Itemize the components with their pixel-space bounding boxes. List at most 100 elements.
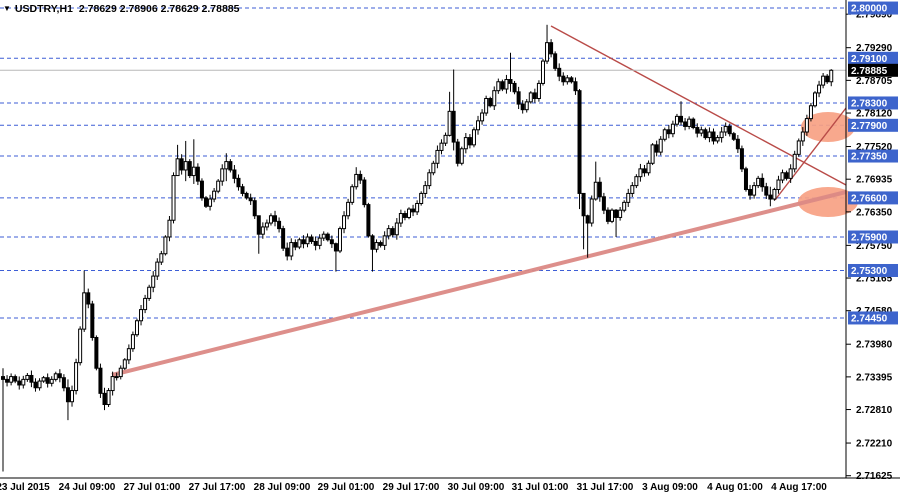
candle-body-bear [500,81,505,90]
ohlc-values: 2.78629 2.78906 2.78629 2.78885 [78,3,240,15]
candle-body-bear [228,161,233,171]
candle-body-bear [309,236,314,242]
candle-body-bull [719,131,724,139]
price-level-badge [848,118,898,132]
price-tick-label: 2.72810 [856,405,893,416]
candle-body-bear [285,247,290,257]
candle-body-bull [350,186,355,203]
candle-body-bull [565,77,570,83]
candle-body-bear [370,235,375,250]
candle-body-bear [488,98,493,107]
candle-body-bull [699,129,704,134]
price-tick-label: 2.79290 [856,43,893,54]
candle-body-bull [264,222,269,228]
price-tick-label: 2.71625 [856,471,893,482]
candle-body-bull [476,120,481,131]
candle-body-bull [650,144,655,164]
candle-body-bull [289,242,294,257]
candle-body-bull [386,228,391,237]
candle-body-bull [471,129,476,146]
candle-body-bear [57,373,62,379]
price-level-badge [848,149,898,163]
candle-body-bull [788,168,793,179]
candle-body-bull [155,261,160,277]
candle-body-bull [171,175,176,221]
candle-body-bull [524,101,529,111]
candle-body-bull [110,376,115,392]
candle-body-bear [366,204,371,237]
ascending-support-thick-trendline [111,190,847,377]
candle-body-bull [398,213,403,224]
candle-body-bull [134,320,139,336]
candle-body-bull [646,162,651,174]
candle-body-bull [49,378,54,384]
candle-body-bull [821,75,826,86]
candle-body-bull [423,185,428,194]
candle-body-bear [520,103,525,111]
candle-body-bear [329,239,334,245]
candle-body-bear [601,196,606,211]
candle-body-bear [748,189,753,196]
price-level-badge [848,311,898,325]
candle-body-bull [394,222,399,236]
candle-body-bull [354,173,359,188]
candle-body-bear [232,169,237,179]
candle-body-bull [459,148,464,164]
candle-body-bear [760,177,765,188]
candle-body-bull [427,172,432,187]
price-tick-label: 2.79890 [856,10,893,21]
time-axis-label: 28 Jul 09:00 [254,482,311,493]
chart-dropdown-arrow-icon[interactable]: ▼ [3,4,11,13]
candle-body-bear [402,213,407,218]
price-level-badge-label: 2.77350 [851,152,888,163]
candle-body-bear [695,127,700,134]
candle-body-bear [240,186,245,194]
candle-body-bull [9,376,14,383]
candle-body-bear [573,81,578,92]
candle-body-bear [102,392,107,406]
candle-body-bull [504,79,509,90]
candle-body-bear [666,129,671,135]
candle-body-bear [614,209,619,218]
candle-body-bear [553,53,558,69]
time-axis-label: 4 Aug 01:00 [707,482,763,493]
candle-body-bear [362,179,367,206]
candle-body-bull [106,390,111,406]
candle-body-bear [252,200,257,217]
candle-body-bull [208,198,213,207]
candle-body-bull [804,118,809,133]
price-level-badge-label: 2.77900 [851,121,888,132]
candle-body-bull [74,362,79,392]
candle-body-bull [829,69,834,83]
candle-body-bear [378,242,383,246]
candle-body-bear [98,367,103,394]
candle-body-bear [679,115,684,123]
bid-price-badge [848,63,898,77]
candle-body-bear [90,303,95,339]
candle-body-bull [638,168,643,178]
candle-body-bull [70,390,75,403]
candle-body-bull [447,110,452,136]
candle-body-bear [33,381,38,389]
candle-body-bear [735,138,740,150]
candle-body-bear [333,243,338,252]
candle-body-bull [662,129,667,140]
candle-body-bear [248,197,253,202]
candle-body-bear [301,239,306,245]
candle-body-bear [585,215,590,224]
candle-body-bear [325,233,330,241]
price-level-badge [848,96,898,110]
candle-body-bear [739,148,744,170]
candle-body-bull [792,153,797,170]
price-level-badge [848,191,898,205]
candle-body-bear [764,186,769,196]
candle-body-bull [407,208,411,218]
price-level-badge [848,230,898,244]
candle-body-bull [674,115,679,125]
candle-body-bull [492,90,497,107]
candle-body-bull [484,98,489,114]
candle-body-bull [439,142,444,151]
candle-body-bear [691,118,696,129]
candle-body-bear [293,242,298,248]
